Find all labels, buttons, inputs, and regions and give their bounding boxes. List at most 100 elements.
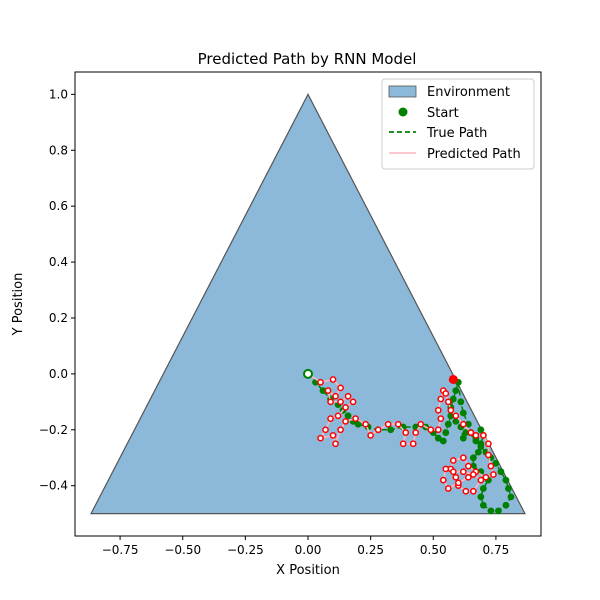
true-path-point bbox=[319, 387, 327, 395]
plot-area bbox=[90, 93, 526, 515]
x-tick-label: 0.75 bbox=[483, 543, 510, 557]
predicted-path-point bbox=[464, 462, 472, 470]
predicted-path-point bbox=[317, 434, 324, 442]
true-path-point bbox=[492, 459, 500, 467]
predicted-path-point bbox=[327, 398, 334, 406]
predicted-path-point bbox=[417, 420, 425, 428]
predicted-path-point bbox=[427, 426, 435, 434]
true-path-point bbox=[452, 417, 460, 425]
y-axis-title: Y Position bbox=[11, 273, 26, 337]
y-tick-label: 0.2 bbox=[49, 311, 68, 325]
predicted-path-point bbox=[462, 487, 470, 495]
legend-frame bbox=[381, 78, 535, 170]
true-path-point bbox=[505, 485, 512, 492]
true-path-point bbox=[447, 412, 455, 420]
predicted-path-point bbox=[349, 398, 357, 406]
start-marker bbox=[303, 368, 313, 379]
predicted-path-point bbox=[482, 473, 490, 481]
legend-true-path-label: True Path bbox=[426, 126, 487, 141]
predicted-path-point bbox=[329, 376, 337, 383]
x-tick-label: −0.25 bbox=[227, 543, 264, 557]
legend: Environment Start True Path Predicted Pa… bbox=[381, 78, 535, 170]
true-path-point bbox=[444, 420, 452, 428]
true-path-point bbox=[439, 437, 447, 445]
predicted-path-point bbox=[464, 473, 472, 481]
predicted-path-point bbox=[449, 468, 457, 476]
true-path-point bbox=[477, 440, 485, 448]
predicted-path-point bbox=[485, 440, 492, 448]
predicted-path-point bbox=[472, 432, 480, 439]
legend-predicted-path-label: Predicted Path bbox=[427, 147, 521, 162]
predicted-path-point bbox=[374, 426, 382, 434]
legend-environment-swatch bbox=[388, 85, 417, 98]
predicted-path-point bbox=[337, 384, 344, 392]
predicted-path-point bbox=[437, 395, 445, 403]
predicted-path-point bbox=[444, 398, 452, 406]
predicted-path-point bbox=[452, 473, 460, 481]
predicted-path-point bbox=[434, 426, 442, 434]
predicted-path-point bbox=[384, 420, 392, 428]
true-path-point bbox=[487, 507, 495, 515]
predicted-end-marker bbox=[448, 374, 458, 384]
y-tick-label: 0.0 bbox=[49, 367, 68, 381]
x-tick-label: −0.75 bbox=[102, 543, 139, 557]
true-path-point bbox=[502, 501, 510, 509]
predicted-path-point bbox=[449, 457, 457, 464]
predicted-path-point bbox=[329, 432, 337, 439]
true-path-point bbox=[462, 429, 470, 436]
x-tick-label: 0.00 bbox=[295, 543, 322, 557]
predicted-path-point bbox=[480, 432, 487, 439]
predicted-path-point bbox=[459, 468, 467, 476]
true-path-point bbox=[354, 420, 362, 428]
environment-triangle bbox=[90, 93, 526, 515]
predicted-path-point bbox=[442, 390, 450, 397]
predicted-path-point bbox=[342, 404, 349, 411]
predicted-path-point bbox=[362, 420, 369, 428]
predicted-path-point bbox=[459, 454, 467, 462]
y-tick-label: 0.6 bbox=[49, 199, 68, 213]
x-tick-label: 0.50 bbox=[420, 543, 447, 557]
predicted-path-point bbox=[477, 476, 485, 484]
predicted-path-point bbox=[367, 432, 374, 439]
y-tick-label: −0.4 bbox=[39, 479, 68, 493]
predicted-path-point bbox=[334, 412, 342, 420]
predicted-path-point bbox=[337, 398, 344, 406]
true-path-point bbox=[469, 454, 477, 462]
true-path-point bbox=[497, 468, 505, 476]
predicted-path-point bbox=[487, 462, 495, 470]
predicted-path-point bbox=[332, 440, 339, 448]
true-path-point bbox=[495, 507, 502, 515]
predicted-path-point bbox=[412, 429, 420, 436]
true-path-point bbox=[502, 476, 510, 484]
predicted-path-point bbox=[342, 418, 349, 425]
predicted-path-point bbox=[490, 471, 497, 478]
predicted-path-point bbox=[439, 476, 447, 484]
true-path-point bbox=[387, 426, 395, 434]
true-path-point bbox=[457, 398, 465, 406]
predicted-path-point bbox=[322, 426, 329, 434]
true-path-point bbox=[507, 493, 515, 501]
predicted-path-point bbox=[394, 420, 402, 428]
true-path-point bbox=[479, 501, 487, 509]
predicted-path-point bbox=[437, 415, 445, 422]
true-path-point bbox=[344, 412, 352, 420]
predicted-path-point bbox=[459, 420, 467, 428]
y-tick-label: 0.4 bbox=[49, 255, 68, 269]
x-tick-label: −0.50 bbox=[164, 543, 201, 557]
legend-environment-label: Environment bbox=[427, 85, 510, 100]
predicted-path-point bbox=[409, 440, 417, 448]
true-path-point bbox=[477, 426, 485, 434]
predicted-path-point bbox=[442, 465, 450, 473]
predicted-path-point bbox=[470, 487, 477, 495]
predicted-path-point bbox=[447, 406, 455, 414]
predicted-path-point bbox=[454, 479, 462, 487]
true-path-point bbox=[479, 485, 487, 492]
true-path-point bbox=[459, 434, 467, 442]
true-path-point bbox=[442, 429, 450, 436]
predicted-path-point bbox=[317, 378, 324, 386]
x-axis: −0.75 −0.50 −0.25 0.00 0.25 0.50 0.75 bbox=[102, 536, 510, 557]
x-axis-title: X Position bbox=[276, 563, 340, 578]
predicted-path-point bbox=[399, 440, 407, 448]
predicted-path-point bbox=[337, 426, 344, 434]
